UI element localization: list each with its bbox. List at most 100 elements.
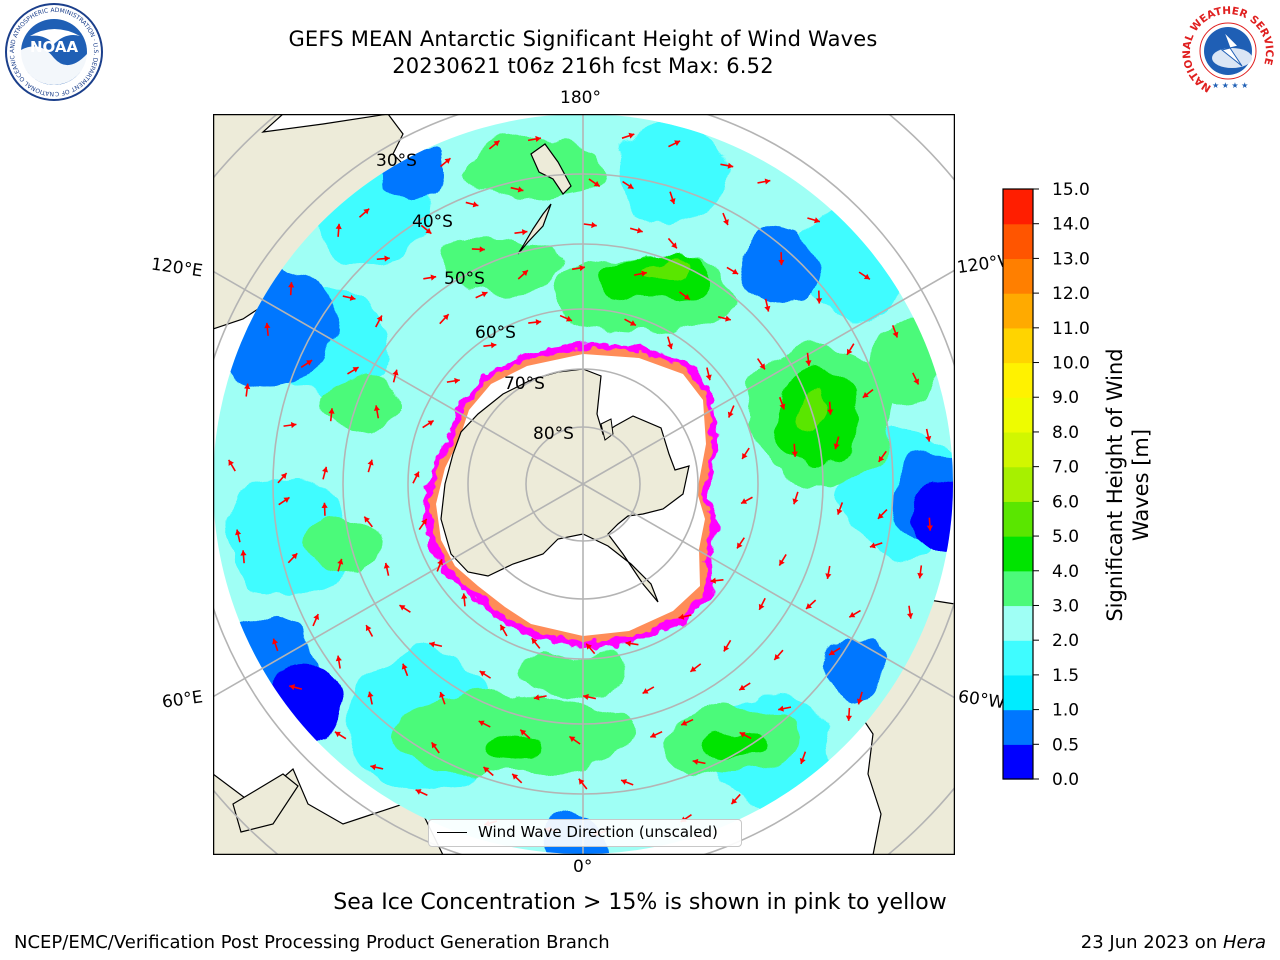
- wave-arrow-head: [442, 314, 449, 321]
- wave-arrow-head: [825, 573, 832, 579]
- colorbar-swatch: [1003, 605, 1033, 641]
- wave-arrow-head: [629, 320, 636, 326]
- date-stamp-host: Hera: [1222, 932, 1266, 953]
- wave-arrow-head: [321, 502, 328, 509]
- wave-arrow-head: [437, 559, 443, 566]
- wave-arrow-head: [313, 614, 320, 620]
- wave-arrow-head: [710, 577, 716, 584]
- new-zealand-south: [517, 203, 552, 255]
- wave-arrow-head: [478, 720, 485, 727]
- wave-arrow-head: [925, 435, 932, 442]
- wave-arrow-head: [625, 640, 632, 647]
- colorbar-tick-label: 12.0: [1052, 284, 1090, 304]
- wave-arrow-head: [917, 572, 924, 579]
- colorbar-tick-label: 3.0: [1052, 596, 1079, 616]
- wave-arrow-head: [878, 455, 885, 462]
- colorbar-swatch: [1003, 709, 1033, 745]
- colorbar-tick-label: 9.0: [1052, 388, 1079, 408]
- colorbar-swatch: [1003, 744, 1033, 780]
- colorbar-tick-label: 4.0: [1052, 562, 1079, 582]
- wave-arrow-head: [814, 217, 820, 224]
- wave-arrow-head: [642, 688, 649, 694]
- wave-arrow-head: [792, 498, 799, 505]
- map-legend: Wind Wave Direction (unscaled): [428, 819, 742, 847]
- wave-arrow-head: [291, 553, 298, 560]
- wave-arrow-head: [479, 246, 485, 253]
- wave-arrow-head: [373, 405, 380, 412]
- wave-arrow-head: [877, 513, 884, 519]
- nws-logo: NATIONAL WEATHER SERVICE ★ ★ ★ ★: [1181, 5, 1275, 97]
- wave-arrow-head: [289, 684, 296, 691]
- wave-arrow-head: [413, 471, 420, 478]
- wave-arrow-head: [272, 638, 279, 645]
- colorbar-title: Significant Height of Wind Waves [m]: [1103, 348, 1153, 622]
- wave-arrow-head: [421, 518, 427, 525]
- wave-arrow-head: [705, 374, 712, 381]
- wave-arrow-head: [627, 183, 634, 189]
- wave-arrow-head: [741, 498, 748, 504]
- wave-arrow-head: [727, 411, 734, 418]
- wave-arrow-head: [723, 645, 730, 652]
- wave-arrow-head: [583, 693, 589, 700]
- date-stamp: 23 Jun 2023 on Hera: [1081, 932, 1266, 953]
- wave-arrow-head: [764, 305, 771, 312]
- wave-arrow-head: [806, 603, 812, 609]
- wave-arrow-head: [836, 508, 843, 515]
- wave-arrow-head: [280, 473, 287, 479]
- wave-arrow-head: [431, 742, 438, 749]
- credit-line: NCEP/EMC/Verification Post Processing Pr…: [14, 932, 610, 953]
- wave-arrow-head: [650, 732, 657, 738]
- wave-arrow-head: [737, 542, 743, 549]
- wave-arrow-head: [586, 643, 592, 650]
- colorbar-swatch: [1003, 362, 1033, 398]
- wave-arrow-head: [367, 691, 374, 698]
- wave-arrow-head: [364, 516, 370, 523]
- wave-arrow-head: [415, 789, 422, 795]
- wave-arrow-head: [593, 180, 600, 187]
- colorbar-tick-label: 6.0: [1052, 492, 1079, 512]
- wave-arrow-head: [363, 208, 370, 215]
- wave-arrow-head: [500, 624, 506, 631]
- wind-wave-arrows: [227, 132, 933, 837]
- wave-arrow-head: [759, 363, 765, 370]
- wave-arrow-head: [349, 294, 356, 301]
- wave-arrow-head: [288, 282, 295, 288]
- wave-arrow-head: [352, 367, 359, 373]
- sea-ice-note: Sea Ice Concentration > 15% is shown in …: [333, 890, 947, 915]
- wave-arrow-head: [674, 140, 681, 146]
- colorbar-tick-label: 15.0: [1052, 180, 1090, 200]
- map-title: GEFS MEAN Antarctic Significant Height o…: [288, 27, 878, 51]
- colorbar-tick-label: 0.5: [1052, 735, 1079, 755]
- wave-arrow-head: [742, 452, 748, 459]
- lon-label-120w: 120°W: [955, 251, 1005, 279]
- wave-arrow-head: [833, 443, 840, 450]
- colorbar-swatch: [1003, 258, 1033, 294]
- wave-arrow-head: [566, 315, 572, 322]
- lat-label-70s: 70°S: [504, 374, 545, 394]
- wave-arrow-head: [512, 773, 519, 780]
- colorbar-tick-label: 5.0: [1052, 527, 1079, 547]
- wave-arrow-head: [481, 291, 488, 298]
- wave-arrow-head: [376, 315, 383, 322]
- wave-arrow-head: [641, 270, 647, 277]
- wave-arrow-head: [692, 758, 699, 765]
- wave-arrow-head: [758, 603, 765, 610]
- map-frame: [213, 114, 955, 855]
- wave-arrow-head: [490, 342, 497, 349]
- wave-arrow-head: [322, 466, 329, 473]
- noaa-logo: NATIONAL OCEANIC AND ATMOSPHERIC ADMINIS…: [0, 0, 103, 101]
- wave-arrow-head: [444, 158, 451, 164]
- colorbar-swatch: [1003, 640, 1033, 676]
- wave-arrow-head: [334, 731, 341, 738]
- wave-arrow-head: [739, 684, 746, 691]
- wave-arrow-head: [805, 360, 812, 366]
- wave-arrow-head: [429, 641, 435, 648]
- wave-arrow-head: [384, 255, 390, 262]
- new-zealand: [530, 143, 572, 195]
- wave-arrow-head: [774, 654, 781, 660]
- wave-arrow-head: [732, 268, 739, 275]
- wave-arrow-head: [725, 315, 731, 322]
- colorbar-tick-label: 7.0: [1052, 458, 1079, 478]
- wave-arrow-head: [778, 259, 785, 266]
- lon-label-60e: 60°E: [160, 687, 205, 713]
